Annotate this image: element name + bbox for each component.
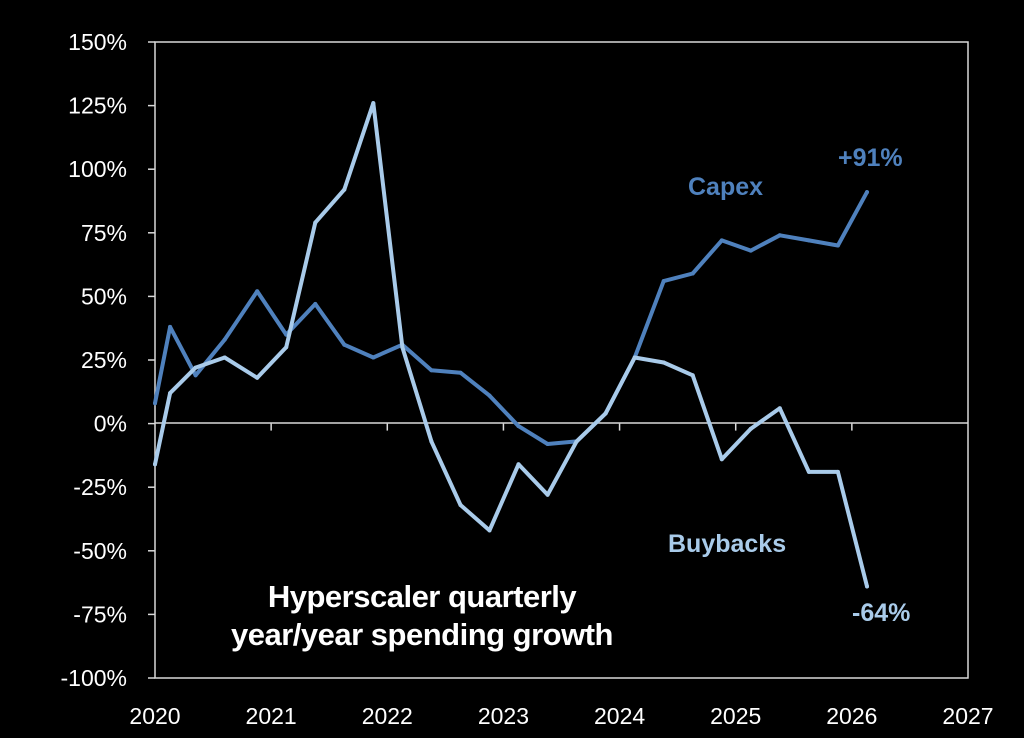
data-point-capex: [342, 342, 347, 347]
data-point-capex: [661, 279, 666, 284]
data-point-buybacks: [661, 360, 666, 365]
data-point-buybacks: [487, 528, 492, 533]
data-point-capex: [865, 190, 869, 195]
data-point-buybacks: [835, 469, 840, 474]
y-tick-label: 150%: [68, 29, 127, 55]
data-point-capex: [516, 424, 521, 429]
x-tick-label: 2027: [942, 703, 993, 729]
y-tick-label: 75%: [81, 220, 127, 246]
data-point-buybacks: [222, 355, 227, 360]
data-point-buybacks: [313, 220, 318, 225]
y-tick-label: -50%: [73, 538, 127, 564]
series-line-buybacks: [153, 101, 869, 589]
y-tick-label: 25%: [81, 347, 127, 373]
y-tick-label: -100%: [61, 665, 127, 691]
end-label-buybacks: -64%: [852, 599, 910, 627]
data-point-buybacks: [545, 492, 550, 497]
series-layer: [153, 101, 869, 589]
data-point-buybacks: [168, 391, 173, 396]
y-tick-label: -75%: [73, 601, 127, 627]
y-tick-label: -25%: [73, 474, 127, 500]
data-point-capex: [193, 373, 198, 378]
data-point-buybacks: [719, 457, 724, 462]
data-point-capex: [255, 289, 260, 294]
data-point-buybacks: [632, 355, 637, 360]
data-point-capex: [777, 233, 782, 238]
data-point-capex: [719, 238, 724, 243]
y-tick-label: 0%: [94, 411, 127, 437]
x-tick-label: 2024: [594, 703, 645, 729]
data-point-buybacks: [806, 469, 811, 474]
data-point-capex: [545, 442, 550, 446]
data-point-buybacks: [193, 365, 198, 370]
data-point-buybacks: [284, 345, 289, 350]
series-line-capex: [153, 190, 869, 446]
chart-title-line-2: year/year spending growth: [231, 617, 613, 652]
series-label-buybacks: Buybacks: [668, 530, 786, 558]
data-point-capex: [222, 337, 227, 342]
data-point-capex: [371, 355, 376, 360]
data-point-buybacks: [458, 503, 463, 507]
series-label-capex: Capex: [688, 173, 763, 201]
x-tick-label: 2020: [129, 703, 180, 729]
data-point-buybacks: [371, 101, 376, 106]
data-point-capex: [690, 271, 695, 276]
data-point-capex: [748, 248, 753, 253]
y-tick-label: 100%: [68, 156, 127, 182]
data-point-buybacks: [516, 462, 521, 467]
data-point-capex: [168, 324, 173, 329]
data-point-capex: [806, 238, 811, 243]
chart-title-line-1: Hyperscaler quarterly: [268, 579, 578, 614]
x-tick-label: 2025: [710, 703, 761, 729]
data-point-buybacks: [153, 462, 157, 467]
data-point-buybacks: [574, 439, 579, 444]
data-point-capex: [835, 243, 840, 248]
x-tick-label: 2022: [362, 703, 413, 729]
x-tick-label: 2021: [246, 703, 297, 729]
data-point-capex: [429, 368, 434, 373]
x-tick-label: 2023: [478, 703, 529, 729]
y-tick-label: 50%: [81, 283, 127, 309]
x-axis-ticks: 2020 2021 2022 2023 2024 2025 2026 2027: [129, 423, 994, 729]
data-point-buybacks: [603, 411, 608, 416]
y-axis-ticks: 150% 125% 100% 75% 50% 25% 0% -25% -50% -75% -100%: [61, 29, 155, 691]
x-tick-label: 2026: [826, 703, 877, 729]
data-point-buybacks: [865, 584, 869, 589]
data-point-capex: [313, 302, 318, 306]
data-point-buybacks: [690, 373, 695, 378]
data-point-buybacks: [255, 375, 260, 380]
data-point-capex: [487, 393, 492, 398]
data-point-buybacks: [400, 345, 405, 350]
end-label-capex: +91%: [838, 144, 903, 172]
y-tick-label: 125%: [68, 93, 127, 119]
data-point-buybacks: [777, 406, 782, 411]
data-point-buybacks: [429, 439, 434, 444]
data-point-capex: [153, 401, 157, 406]
data-point-buybacks: [342, 187, 347, 192]
data-point-buybacks: [748, 426, 753, 431]
data-point-capex: [458, 370, 463, 375]
